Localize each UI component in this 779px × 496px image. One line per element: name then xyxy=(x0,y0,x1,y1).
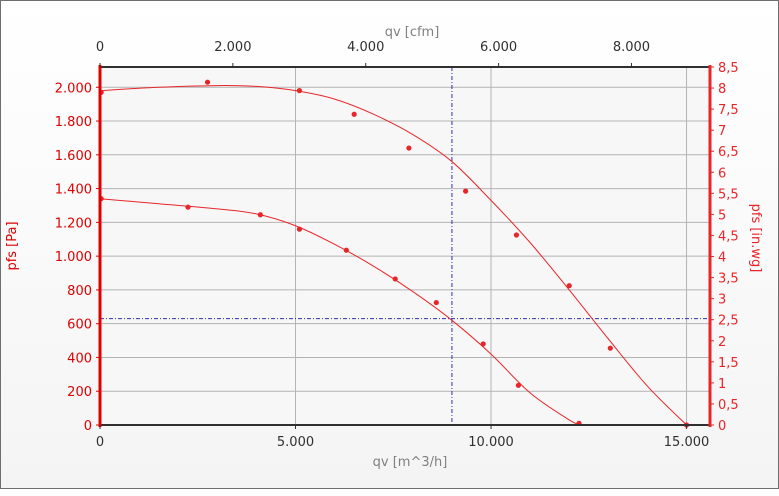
curve-1-point-6 xyxy=(513,232,520,238)
x-bottom-tick-label-2: 10.000 xyxy=(468,435,514,450)
y-right-tick-label-17: 8,5 xyxy=(718,61,739,76)
y-right-tick-label-10: 5 xyxy=(718,208,726,223)
y-left-tick-label-8: 1.600 xyxy=(55,149,92,164)
crosshair xyxy=(100,67,710,425)
curve-1-point-7 xyxy=(566,283,572,289)
tick-labels: 0 5.000 10.000 15.000 0 2.000 4.000 6.000 8.000 0… xyxy=(55,40,739,450)
x-bottom-tick-label-3: 15.000 xyxy=(664,435,710,450)
y-right-tick-label-14: 7 xyxy=(718,124,726,139)
y-left-tick-label-0: 0 xyxy=(84,419,92,434)
y-right-tick-label-2: 1 xyxy=(718,377,726,392)
x-top-tick-label-0: 0 xyxy=(96,40,104,55)
y-left-tick-label-1: 200 xyxy=(67,385,92,400)
chart-bottom-strip xyxy=(0,488,779,496)
y-right-tick-label-8: 4 xyxy=(718,251,726,266)
y-left-tick-label-9: 1.800 xyxy=(55,115,92,130)
curve-1-point-8 xyxy=(607,345,613,351)
x-bottom-tick-label-0: 0 xyxy=(96,435,104,450)
y-right-tick-label-9: 4,5 xyxy=(718,229,739,244)
curve-2-point-3 xyxy=(296,226,303,232)
curve-2-point-2 xyxy=(257,212,263,218)
curve-line-2 xyxy=(99,198,582,426)
curves xyxy=(99,85,687,426)
y-right-tick-label-0: 0 xyxy=(718,419,726,434)
y-right-tick-label-4: 2 xyxy=(718,335,726,350)
y-right-tick-label-5: 2,5 xyxy=(718,314,739,329)
curve-2-point-6 xyxy=(433,299,439,306)
y-right-tick-label-12: 6 xyxy=(718,166,726,181)
x-bottom-tick-label-1: 5.000 xyxy=(277,435,314,450)
curve-2-point-8 xyxy=(515,382,521,388)
y-right-tick-label-1: 0,5 xyxy=(718,398,739,413)
y-right-tick-label-16: 8 xyxy=(718,82,726,97)
x-top-tick-label-2: 4.000 xyxy=(347,40,384,55)
y-left-tick-label-10: 2.000 xyxy=(55,81,92,96)
y-left-tick-label-2: 400 xyxy=(67,351,92,366)
x-top-tick-label-4: 8.000 xyxy=(613,40,650,55)
y-axis-left-label: pfs [Pa] xyxy=(5,221,20,270)
y-right-tick-label-6: 3 xyxy=(718,293,726,308)
x-top-tick-label-1: 2.000 xyxy=(214,40,251,55)
curve-2-point-4 xyxy=(343,247,349,253)
curve-2-point-7 xyxy=(480,341,486,347)
curve-1-point-5 xyxy=(463,188,469,194)
y-right-tick-label-11: 5,5 xyxy=(718,187,739,202)
curve-2-point-1 xyxy=(185,204,191,210)
axes xyxy=(98,65,712,427)
y-axis-right-label: pfs [in.wg] xyxy=(748,204,763,273)
y-right-tick-label-7: 3,5 xyxy=(718,272,739,287)
curve-2-point-5 xyxy=(392,276,398,282)
x-axis-top-label: qv [cfm] xyxy=(385,25,440,40)
curve-1-point-1 xyxy=(204,79,211,85)
x-top-tick-label-3: 6.000 xyxy=(480,40,517,55)
y-left-tick-label-7: 1.400 xyxy=(55,183,92,198)
curve-1-point-3 xyxy=(351,111,357,117)
curve-1-point-4 xyxy=(406,145,412,151)
y-left-tick-label-4: 800 xyxy=(67,284,92,299)
plot-area xyxy=(100,67,710,425)
y-left-tick-label-3: 600 xyxy=(67,318,92,333)
y-right-tick-label-3: 1,5 xyxy=(718,356,739,371)
y-left-tick-label-6: 1.200 xyxy=(55,216,92,231)
curve-line-1 xyxy=(99,85,687,426)
y-right-tick-label-13: 6,5 xyxy=(718,145,739,160)
y-right-tick-label-15: 7,5 xyxy=(718,103,739,118)
y-left-tick-label-5: 1.000 xyxy=(55,250,92,265)
curve-1-point-2 xyxy=(296,88,303,94)
x-axis-bottom-label: qv [m^3/h] xyxy=(373,455,448,470)
